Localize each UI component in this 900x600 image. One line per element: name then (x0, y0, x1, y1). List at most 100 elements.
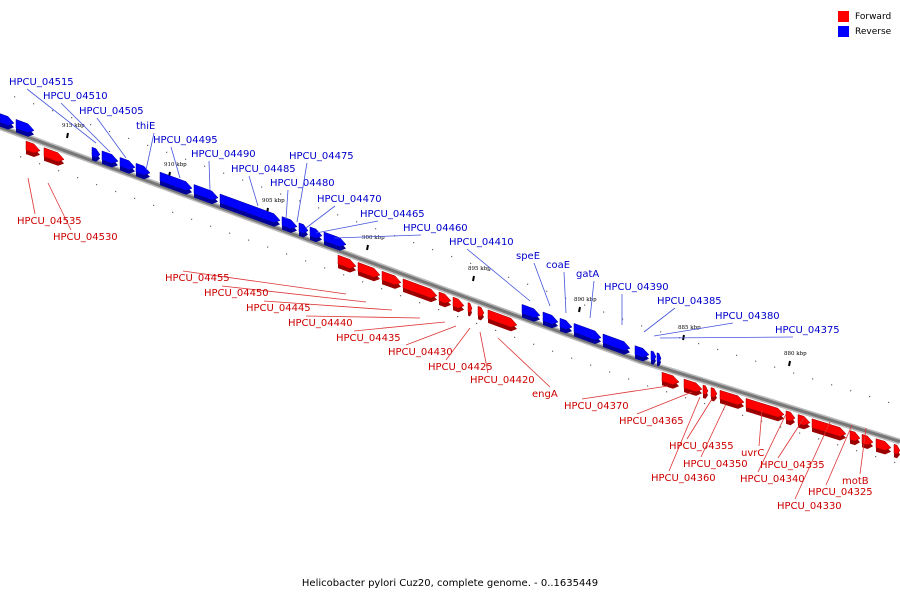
minor-tick (546, 290, 548, 292)
minor-tick (318, 207, 320, 209)
ruler-tick (366, 244, 369, 251)
minor-tick (875, 455, 877, 458)
forward-gene-arrow (467, 302, 473, 313)
reverse-gene-arrow (521, 304, 541, 319)
minor-tick (850, 390, 852, 392)
minor-tick (799, 432, 801, 434)
label-leader-line (563, 271, 567, 314)
reverse-gene-arrow (656, 352, 662, 363)
minor-tick (774, 366, 776, 368)
feature-label: HPCU_04465 (360, 209, 425, 220)
ruler-label: 895 kbp (468, 266, 491, 272)
label-leader-line (145, 132, 155, 171)
minor-tick (812, 378, 814, 380)
minor-tick (495, 329, 497, 332)
label-leader-line (333, 234, 422, 239)
label-leader-line (296, 162, 308, 223)
label-leader-line (668, 396, 701, 472)
label-leader-line (96, 117, 127, 159)
feature-label: HPCU_04530 (53, 232, 118, 243)
ruler-tick (578, 306, 581, 313)
minor-tick (267, 246, 269, 248)
feature-label: HPCU_04535 (17, 216, 82, 227)
minor-tick (552, 350, 554, 352)
feature-label: thiE (136, 121, 155, 132)
feature-label: HPCU_04330 (777, 501, 842, 512)
minor-tick (584, 304, 586, 306)
label-leader-line (659, 336, 794, 339)
label-leader-line (305, 205, 336, 229)
minor-tick (58, 170, 60, 172)
minor-tick (831, 384, 833, 386)
ruler-tick (788, 360, 791, 367)
label-leader-line (305, 315, 421, 319)
reverse-gene-arrow (193, 184, 219, 201)
minor-tick (343, 274, 345, 276)
legend-swatch-reverse (838, 26, 849, 37)
feature-label: motB (842, 476, 869, 487)
legend-item-forward: Forward (838, 9, 891, 24)
forward-gene-arrow (357, 262, 381, 278)
minor-tick (381, 288, 383, 290)
reverse-gene-arrow (15, 119, 35, 134)
minor-tick (362, 281, 364, 283)
minor-tick (77, 177, 79, 179)
minor-tick (704, 402, 706, 405)
label-leader-line (353, 321, 446, 332)
reverse-gene-arrow (298, 222, 309, 234)
minor-tick (166, 151, 168, 153)
forward-gene-arrow (402, 278, 438, 299)
ruler-layer: 915 kbp 910 kbp 905 kbp 900 kbp 895 kbp 890 k… (14, 96, 896, 464)
feature-label: HPCU_04390 (604, 282, 669, 293)
minor-tick (96, 183, 98, 186)
minor-tick (33, 103, 35, 105)
minor-tick (324, 267, 326, 269)
feature-label: gatA (576, 269, 599, 280)
reverse-gene-arrow (135, 162, 151, 176)
forward-gene-arrow (893, 443, 900, 455)
reverse-gene-arrow (309, 226, 323, 239)
minor-tick (419, 302, 421, 304)
minor-tick (299, 200, 301, 202)
forward-gene-arrow (719, 389, 745, 406)
label-leader-line (533, 262, 551, 307)
minor-tick (153, 204, 155, 207)
minor-tick (666, 391, 668, 393)
forward-gene-arrow (337, 254, 357, 269)
ruler-label: 915 kbp (62, 123, 85, 129)
label-leader-line (581, 385, 669, 400)
minor-tick (780, 426, 782, 428)
feature-label: HPCU_04450 (204, 288, 269, 299)
label-leader-line (405, 325, 457, 346)
feature-label: HPCU_04375 (775, 325, 840, 336)
feature-label: uvrC (741, 448, 764, 459)
minor-tick (793, 372, 795, 374)
genome-backbone-shadow (0, 124, 900, 445)
feature-label: HPCU_04445 (246, 303, 311, 314)
legend-swatch-forward (838, 11, 849, 22)
minor-tick (508, 276, 510, 278)
feature-label: HPCU_04355 (669, 441, 734, 452)
forward-gene-arrow (438, 291, 452, 304)
forward-gene-arrow (25, 140, 41, 154)
minor-tick (413, 242, 415, 244)
label-leader-line (27, 177, 36, 215)
label-leader-line (221, 285, 367, 303)
feature-label: HPCU_04470 (317, 194, 382, 205)
feature-label: HPCU_04455 (165, 273, 230, 284)
minor-tick (736, 354, 738, 356)
reverse-gene-arrow (219, 193, 281, 223)
reverse-gene-arrow (602, 333, 631, 351)
label-leader-line (47, 182, 72, 231)
minor-tick (52, 110, 54, 112)
minor-tick (210, 225, 212, 227)
reverse-gene-arrow (101, 150, 119, 164)
minor-tick (742, 414, 744, 416)
label-leader-line (285, 189, 289, 220)
label-leader-line (315, 220, 379, 234)
label-leader-line (636, 391, 693, 415)
minor-tick (660, 331, 662, 333)
minor-tick (837, 444, 839, 446)
gene-layer (0, 113, 900, 459)
